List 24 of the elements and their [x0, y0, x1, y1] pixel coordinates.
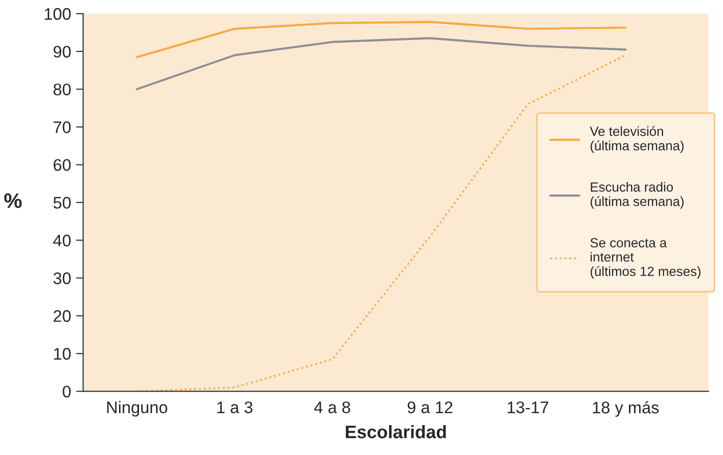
line-series	[136, 37, 627, 90]
y-tick-label: 0	[62, 386, 71, 398]
x-tick-label: 4 a 8	[314, 401, 350, 414]
legend-label: Escucha radio (última semana)	[590, 182, 684, 209]
x-tick-label: Ninguno	[107, 401, 168, 417]
y-tick-label: 100	[44, 8, 71, 20]
line-series	[136, 20, 627, 58]
y-tick-label: 50	[53, 196, 71, 209]
x-tick-label: 18 y más	[592, 401, 659, 417]
legend-label: Ve televisión (última semana)	[590, 126, 684, 153]
y-tick-label: 70	[54, 121, 71, 134]
x-axis-title: Escolaridad	[346, 425, 446, 438]
y-tick-label: 60	[54, 159, 71, 171]
x-tick-label: 9 a 12	[408, 401, 452, 414]
y-tick-label: 80	[54, 84, 71, 96]
x-tick-label: 1 a 3	[217, 401, 252, 414]
y-tick-label: 30	[53, 272, 71, 284]
legend-label: Se conecta a internet (últimos 12 meses)	[590, 238, 700, 279]
y-tick-label: 90	[54, 46, 71, 58]
x-tick-label: 13-17	[508, 401, 548, 414]
y-tick-label: 40	[53, 234, 71, 246]
y-axis-title: %	[4, 193, 22, 208]
y-tick-label: 10	[54, 348, 71, 360]
y-tick-label: 20	[54, 310, 71, 322]
